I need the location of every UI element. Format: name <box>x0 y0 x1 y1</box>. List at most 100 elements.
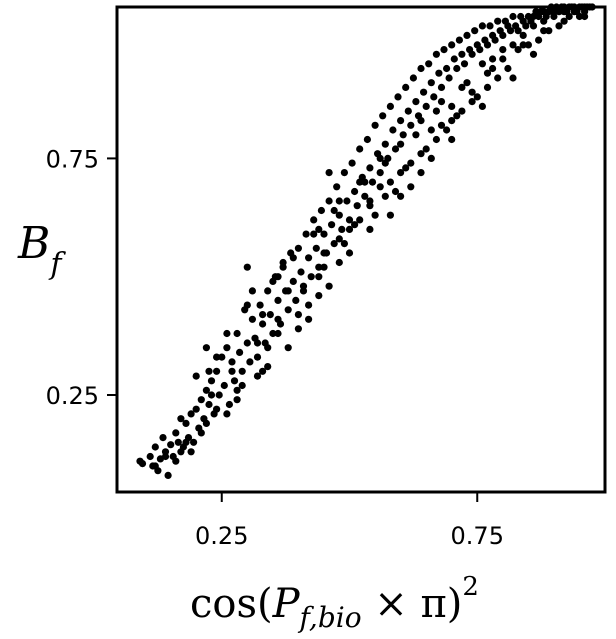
scatter-point <box>473 93 481 101</box>
scatter-point <box>266 311 274 319</box>
scatter-point <box>197 396 205 404</box>
plot-frame <box>115 5 607 494</box>
scatter-point <box>187 448 195 456</box>
scatter-point <box>432 107 440 115</box>
scatter-point <box>386 211 394 219</box>
scatter-point <box>417 150 425 158</box>
scatter-point <box>317 206 325 215</box>
scatter-point <box>172 429 180 437</box>
scatter-point <box>172 457 180 465</box>
scatter-point <box>274 296 282 304</box>
scatter-point <box>253 353 262 361</box>
scatter-point <box>248 315 256 323</box>
scatter-point <box>506 27 515 35</box>
scatter-point <box>397 192 405 200</box>
scatter-point <box>320 249 328 257</box>
scatter-point <box>427 154 435 162</box>
scatter-point <box>335 197 343 205</box>
scatter-point <box>356 216 364 224</box>
scatter-point <box>320 230 328 238</box>
scatter-point <box>381 159 389 167</box>
scatter-point <box>550 12 558 21</box>
scatter-point <box>292 296 300 304</box>
scatter-point <box>361 178 369 186</box>
scatter-point <box>448 102 456 110</box>
x-tick-label: 0.25 <box>195 522 248 550</box>
scatter-point <box>192 405 200 413</box>
scatter-point <box>248 287 256 295</box>
scatter-point <box>471 27 479 35</box>
scatter-point <box>504 64 512 73</box>
scatter-point <box>535 36 543 44</box>
scatter-point <box>581 3 589 11</box>
x-axis-title-sup: 2 <box>462 572 479 602</box>
scatter-point <box>570 8 578 16</box>
scatter-point <box>289 254 297 262</box>
scatter-point <box>299 282 308 290</box>
scatter-point <box>202 344 210 352</box>
scatter-point <box>269 329 277 338</box>
scatter-point <box>351 187 359 196</box>
scatter-point <box>437 121 446 129</box>
scatter-point <box>213 353 221 361</box>
scatter-point <box>560 17 568 25</box>
scatter-point <box>404 107 412 115</box>
scatter-point <box>187 410 195 418</box>
scatter-point <box>478 22 486 30</box>
scatter-point <box>376 183 384 191</box>
scatter-point <box>238 381 246 390</box>
scatter-point <box>294 325 302 333</box>
scatter-point <box>256 301 264 309</box>
scatter-point <box>243 301 251 309</box>
scatter-point <box>202 419 210 427</box>
scatter-point <box>264 363 272 371</box>
scatter-point <box>243 339 251 347</box>
scatter-point <box>202 386 210 394</box>
scatter-point <box>312 244 320 252</box>
scatter-point <box>330 206 338 215</box>
scatter-point <box>519 41 527 49</box>
scatter-point <box>238 367 246 375</box>
x-tick-label: 0.75 <box>451 522 504 550</box>
scatter-point <box>340 169 348 177</box>
scatter-point <box>197 429 205 437</box>
scatter-point <box>468 88 476 96</box>
scatter-point <box>328 221 336 229</box>
y-tick-label: 0.75 <box>46 145 99 173</box>
scatter-point <box>540 27 548 35</box>
scatter-point <box>190 438 198 446</box>
x-axis-title-main: cos( <box>190 581 273 627</box>
scatter-point <box>575 12 584 21</box>
scatter-point <box>174 438 182 446</box>
scatter-point <box>164 471 172 479</box>
scatter-point <box>427 126 435 134</box>
scatter-point <box>236 348 244 356</box>
scatter-point <box>361 192 369 200</box>
scatter-point <box>325 197 333 205</box>
scatter-point <box>225 400 233 409</box>
scatter-point <box>448 117 456 125</box>
scatter-point <box>259 320 267 328</box>
scatter-point <box>307 273 315 281</box>
scatter-point <box>345 249 354 257</box>
scatter-point <box>432 50 440 58</box>
scatter-point <box>486 22 494 30</box>
scatter-point <box>509 74 517 82</box>
scatter-point <box>220 381 228 390</box>
scatter-point <box>443 126 451 134</box>
scatter-point <box>555 22 563 30</box>
scatter-point <box>379 112 387 120</box>
scatter-point <box>448 41 456 49</box>
scatter-point <box>371 211 379 219</box>
scatter-point <box>138 460 147 468</box>
scatter-point <box>483 41 492 49</box>
scatter-point <box>443 64 451 73</box>
scatter-point <box>529 50 538 58</box>
scatter-point <box>453 64 461 73</box>
scatter-point <box>325 169 333 177</box>
scatter-point <box>259 367 267 375</box>
scatter-point <box>343 197 351 205</box>
scatter-point <box>151 443 159 451</box>
y-axis-title: Bf <box>17 218 66 282</box>
scatter-point <box>340 240 348 248</box>
